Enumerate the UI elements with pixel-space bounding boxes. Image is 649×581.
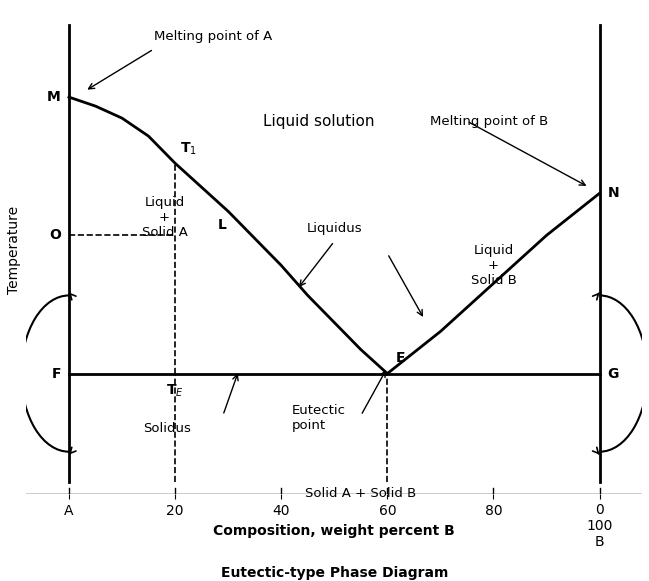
Text: Liquid
+
Solid A: Liquid + Solid A: [141, 196, 188, 239]
Text: E: E: [395, 350, 405, 364]
Text: Eutectic
point: Eutectic point: [292, 404, 346, 432]
Text: Melting point of A: Melting point of A: [154, 30, 272, 43]
Text: M: M: [47, 90, 61, 104]
Y-axis label: Temperature: Temperature: [7, 206, 21, 295]
Text: O: O: [49, 228, 61, 242]
Text: 0
100
B: 0 100 B: [587, 503, 613, 549]
Text: Melting point of B: Melting point of B: [430, 114, 548, 128]
Text: Composition, weight percent B: Composition, weight percent B: [214, 524, 455, 538]
Text: Solidus: Solidus: [143, 422, 191, 435]
Text: Liquid solution: Liquid solution: [263, 114, 374, 128]
Text: T$_E$: T$_E$: [166, 382, 184, 399]
Text: N: N: [607, 187, 619, 200]
Text: T$_1$: T$_1$: [180, 141, 197, 157]
Text: G: G: [607, 367, 619, 381]
Text: Liquid
+
Solid B: Liquid + Solid B: [471, 244, 517, 287]
Text: F: F: [51, 367, 61, 381]
Text: Liquidus: Liquidus: [306, 223, 362, 235]
Text: L: L: [217, 218, 227, 232]
Text: Solid A + Solid B: Solid A + Solid B: [305, 487, 417, 500]
Text: Eutectic-type Phase Diagram: Eutectic-type Phase Diagram: [221, 566, 448, 580]
